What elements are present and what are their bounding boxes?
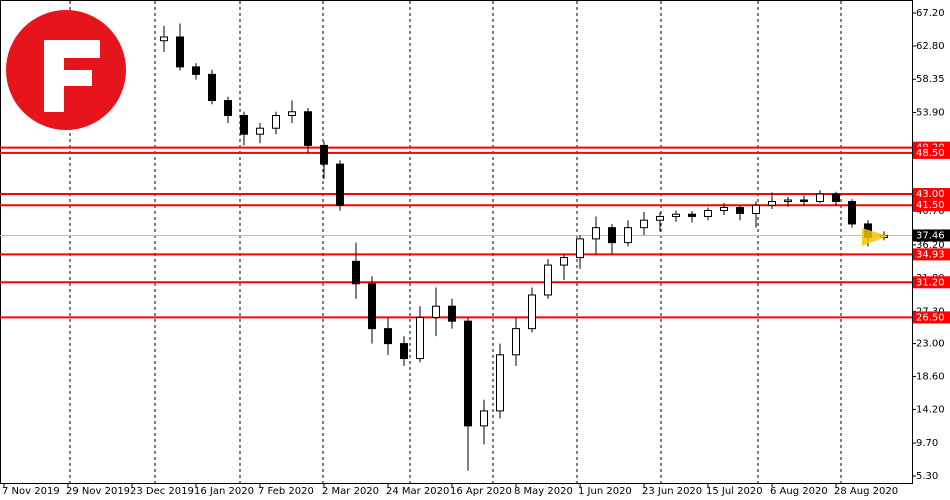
x-tick-label: 6 Aug 2020 [770,486,828,497]
level-label-bg [913,146,950,159]
candle-body [464,320,472,427]
pattern-triangle [862,228,888,246]
candle-body [384,328,392,345]
level-label: 34.93 [916,249,945,260]
candle-body [784,199,792,203]
x-tick-label: 7 Nov 2019 [2,486,60,497]
x-tick-label: 24 Mar 2020 [386,486,449,497]
current-price-bg [913,229,950,242]
candle-body [752,204,760,214]
candle-body [608,227,616,244]
current-price-label: 37.46 [916,230,945,241]
level-label-bg [913,248,950,261]
candle-body [576,238,584,259]
candle-body [176,36,184,68]
y-tick-label: 18.60 [916,372,945,383]
y-tick-label: 58.35 [916,74,945,85]
x-tick-label: 2 Mar 2020 [322,486,379,497]
candle-body [512,328,520,356]
candle-body [560,257,568,266]
x-tick-label: 7 Feb 2020 [258,486,314,497]
candle-body [800,199,808,203]
y-tick-label: 23.00 [916,339,945,350]
y-tick-label: 36.20 [916,240,945,251]
x-tick-label: 23 Dec 2019 [130,486,194,497]
candle-body [672,213,680,217]
candles [160,23,888,471]
candle-body [272,114,280,129]
y-tick-label: 14.20 [916,404,945,415]
plot-frame [0,0,913,484]
candle-body [240,114,248,135]
x-tick-label: 28 Aug 2020 [834,486,898,497]
candle-body [640,219,648,229]
candle-body [256,127,264,135]
y-tick-label: 53.90 [916,108,945,119]
level-label-bg [913,188,950,201]
level-label-bg [913,311,950,324]
candle-body [592,227,600,240]
candle-body [400,343,408,360]
x-tick-label: 16 Apr 2020 [450,486,512,497]
candle-body [208,73,216,102]
candle-body [432,305,440,318]
x-tick-label: 29 Nov 2019 [66,486,130,497]
x-tick-label: 15 Jul 2020 [706,486,763,497]
candle-body [160,36,168,42]
x-tick-label: 8 May 2020 [514,486,573,497]
candle-body [832,193,840,203]
level-label-bg [913,276,950,289]
candle-body [320,144,328,165]
candle-body [528,294,536,330]
x-tick-label: 16 Jan 2020 [194,486,254,497]
level-label: 41.50 [916,200,945,211]
level-label: 48.50 [916,148,945,159]
y-tick-label: 9.70 [916,438,938,449]
candle-body [736,206,744,214]
y-tick-label: 5.30 [916,471,938,482]
logo [6,10,126,130]
y-tick-label: 62.80 [916,41,945,52]
candle-body [416,316,424,360]
candle-body [368,283,376,330]
candle-body [816,193,824,203]
x-tick-label: 23 Jun 2020 [642,486,702,497]
level-label: 43.00 [916,189,945,200]
logo-letter [44,40,100,112]
candle-body [848,201,856,225]
candle-body [224,100,232,116]
candle-body [720,206,728,211]
candle-body [624,227,632,244]
candle-body [544,264,552,296]
candle-body [352,260,360,285]
candle-body [336,163,344,206]
candle-body [480,410,488,427]
y-tick-label: 67.20 [916,8,945,19]
candle-body [688,213,696,217]
x-tick-label: 1 Jun 2020 [578,486,632,497]
candle-body [192,66,200,75]
level-label: 26.50 [916,312,945,323]
y-tick-label: 40.70 [916,206,945,217]
candle-body [288,111,296,116]
candle-body [496,354,504,412]
candle-body [768,201,776,206]
candle-body [448,305,456,322]
axis: 67.2062.8058.3553.9040.7036.2031.8027.30… [2,8,950,497]
candle-body [304,111,312,146]
candle-body [656,215,664,221]
level-label: 31.20 [916,277,945,288]
candle-body [704,209,712,217]
level-label-bg [913,199,950,212]
